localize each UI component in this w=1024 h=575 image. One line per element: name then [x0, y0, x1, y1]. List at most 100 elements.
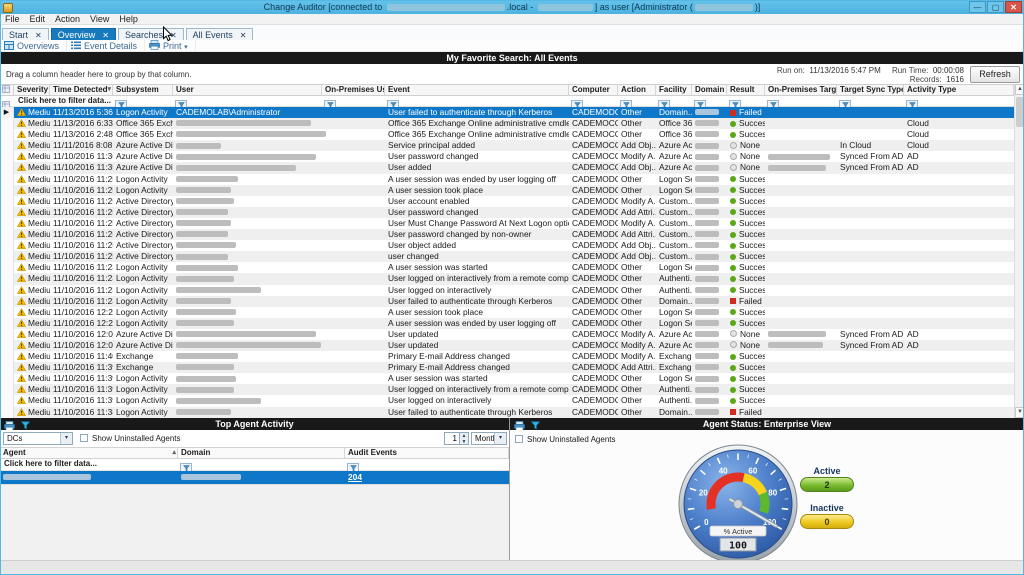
column-header-activity-type[interactable]: Activity Type: [904, 85, 1014, 95]
chevron-down-icon[interactable]: ▾: [494, 433, 506, 444]
tab-close-icon[interactable]: ✕: [102, 31, 109, 40]
print-button[interactable]: [514, 420, 531, 431]
table-row[interactable]: Medium11/10/2016 11:25...Active Director…: [0, 217, 1014, 230]
table-row[interactable]: Medium11/10/2016 11:38...Logon Activity U…: [0, 406, 1014, 418]
table-row[interactable]: Medium11/10/2016 11:25...Active Director…: [0, 229, 1014, 241]
column-header-computer[interactable]: Computer: [569, 85, 618, 95]
table-row[interactable]: Medium11/10/2016 11:25...Logon Activity A…: [0, 184, 1014, 196]
column-header-facility[interactable]: Facility: [656, 85, 692, 95]
table-row[interactable]: Medium11/10/2016 11:25...Active Director…: [0, 240, 1014, 252]
minimize-button[interactable]: —: [969, 1, 986, 13]
table-row[interactable]: Medium11/13/2016 2:48...Office 365 Excha…: [0, 129, 1014, 141]
period-stepper[interactable]: ▲ ▼: [460, 432, 469, 445]
menu-edit[interactable]: Edit: [29, 14, 46, 24]
agent-row[interactable]: 204: [0, 471, 509, 484]
column-header-time-detected[interactable]: Time Detected ▾: [50, 85, 113, 95]
table-row[interactable]: Medium11/10/2016 11:25...Active Director…: [0, 251, 1014, 263]
column-header-on-premises-target[interactable]: On-Premises Target: [765, 85, 837, 95]
audit-events-link[interactable]: 204: [348, 472, 362, 482]
table-row[interactable]: Medium11/13/2016 6:33...Office 365 Excha…: [0, 118, 1014, 130]
scroll-up-button[interactable]: ▲: [1015, 84, 1024, 95]
event-details-button[interactable]: Event Details: [67, 40, 146, 52]
table-row[interactable]: Medium11/10/2016 11:39...Logon Activity A…: [0, 373, 1014, 385]
close-button[interactable]: ✕: [1005, 1, 1022, 13]
show-uninstalled-checkbox[interactable]: [515, 435, 523, 443]
tab-close-icon[interactable]: ✕: [35, 31, 42, 40]
row-selector[interactable]: [0, 395, 14, 407]
menu-action[interactable]: Action: [55, 14, 81, 24]
agent-column-header-domain[interactable]: Domain: [178, 448, 345, 458]
refresh-button[interactable]: Refresh: [970, 66, 1020, 83]
period-unit-select[interactable]: Months ▾: [471, 432, 507, 445]
period-value-input[interactable]: 1: [444, 432, 460, 445]
vertical-scrollbar[interactable]: ▲ ▼: [1014, 84, 1024, 418]
column-header-action[interactable]: Action: [618, 85, 656, 95]
tab-close-icon[interactable]: ✕: [239, 31, 247, 40]
row-selector[interactable]: [0, 295, 14, 307]
row-selector[interactable]: [0, 118, 14, 130]
print-button[interactable]: [4, 420, 21, 431]
table-row[interactable]: ▶ Medium11/13/2016 5:36...Logon Activity C…: [0, 107, 1014, 119]
overviews-button[interactable]: Overviews: [0, 40, 68, 52]
menu-view[interactable]: View: [90, 14, 110, 24]
print-button[interactable]: Print ▾: [145, 40, 196, 52]
table-row[interactable]: Medium11/10/2016 12:04...Azure Active Di…: [0, 339, 1014, 352]
row-selector[interactable]: [0, 306, 14, 318]
show-uninstalled-checkbox[interactable]: [80, 434, 88, 442]
column-header-severity[interactable]: Severity: [14, 85, 50, 95]
filter-button[interactable]: [530, 420, 546, 430]
row-selector[interactable]: [0, 351, 14, 363]
row-selector[interactable]: [0, 173, 14, 185]
row-selector[interactable]: [0, 384, 14, 396]
column-header-on-premises-user[interactable]: On-Premises User: [322, 85, 385, 95]
row-selector[interactable]: [0, 229, 14, 241]
table-row[interactable]: Medium11/10/2016 11:39...Logon Activity U…: [0, 395, 1014, 407]
row-selector[interactable]: [0, 162, 14, 174]
filter-hint[interactable]: Click here to filter data...: [4, 459, 97, 468]
row-selector[interactable]: [0, 362, 14, 374]
table-row[interactable]: Medium11/10/2016 12:04...Azure Active Di…: [0, 328, 1014, 340]
column-header-result[interactable]: Result: [727, 85, 765, 95]
row-selector[interactable]: [0, 328, 14, 340]
scrollbar-thumb[interactable]: [1016, 97, 1024, 127]
table-row[interactable]: Medium11/10/2016 11:25...Logon Activity A…: [0, 173, 1014, 185]
table-row[interactable]: Medium11/10/2016 11:40...Exchange Primary…: [0, 351, 1014, 363]
column-header-domain[interactable]: Domain: [692, 85, 727, 95]
table-row[interactable]: Medium11/11/2016 8:08...Azure Active Dir…: [0, 140, 1014, 152]
row-selector-header[interactable]: [0, 85, 14, 95]
scroll-down-button[interactable]: ▼: [1015, 407, 1024, 418]
table-row[interactable]: Medium11/10/2016 11:36...Azure Active Di…: [0, 151, 1014, 163]
row-selector[interactable]: [0, 406, 14, 418]
menu-help[interactable]: Help: [119, 14, 138, 24]
row-selector[interactable]: [0, 373, 14, 385]
row-selector[interactable]: [0, 217, 14, 230]
row-selector[interactable]: ▶: [0, 107, 14, 119]
tab-close-icon[interactable]: ✕: [169, 31, 177, 40]
menu-file[interactable]: File: [5, 14, 20, 24]
table-row[interactable]: Medium11/10/2016 11:25...Active Director…: [0, 206, 1014, 218]
table-row[interactable]: Medium11/10/2016 11:23...Logon Activity U…: [0, 273, 1014, 285]
column-header-event[interactable]: Event: [385, 85, 569, 95]
table-row[interactable]: Medium11/10/2016 11:35...Azure Active Di…: [0, 162, 1014, 174]
table-row[interactable]: Medium11/10/2016 11:25...Active Director…: [0, 195, 1014, 207]
row-selector[interactable]: [0, 317, 14, 329]
column-header-subsystem[interactable]: Subsystem: [113, 85, 173, 95]
column-header-target-sync-type[interactable]: Target Sync Type: [837, 85, 904, 95]
row-selector[interactable]: [0, 140, 14, 152]
row-selector[interactable]: [0, 284, 14, 296]
chevron-down-icon[interactable]: ▾: [60, 433, 72, 444]
row-selector[interactable]: [0, 151, 14, 163]
table-row[interactable]: Medium11/10/2016 12:28...Logon Activity A…: [0, 306, 1014, 318]
table-row[interactable]: Medium11/10/2016 11:39...Logon Activity U…: [0, 384, 1014, 396]
table-row[interactable]: Medium11/10/2016 11:23...Logon Activity A…: [0, 262, 1014, 274]
table-row[interactable]: Medium11/10/2016 12:28...Logon Activity A…: [0, 317, 1014, 329]
row-selector[interactable]: [0, 129, 14, 141]
row-selector[interactable]: [0, 251, 14, 263]
row-selector[interactable]: [0, 206, 14, 218]
table-row[interactable]: Medium11/10/2016 11:23...Logon Activity U…: [0, 295, 1014, 307]
agent-scope-select[interactable]: DCs ▾: [3, 432, 73, 445]
maximize-button[interactable]: ▢: [987, 1, 1004, 13]
column-filter-button[interactable]: [839, 100, 851, 109]
column-header-user[interactable]: User: [173, 85, 322, 95]
table-row[interactable]: Medium11/10/2016 11:39...Exchange Primary…: [0, 362, 1014, 374]
